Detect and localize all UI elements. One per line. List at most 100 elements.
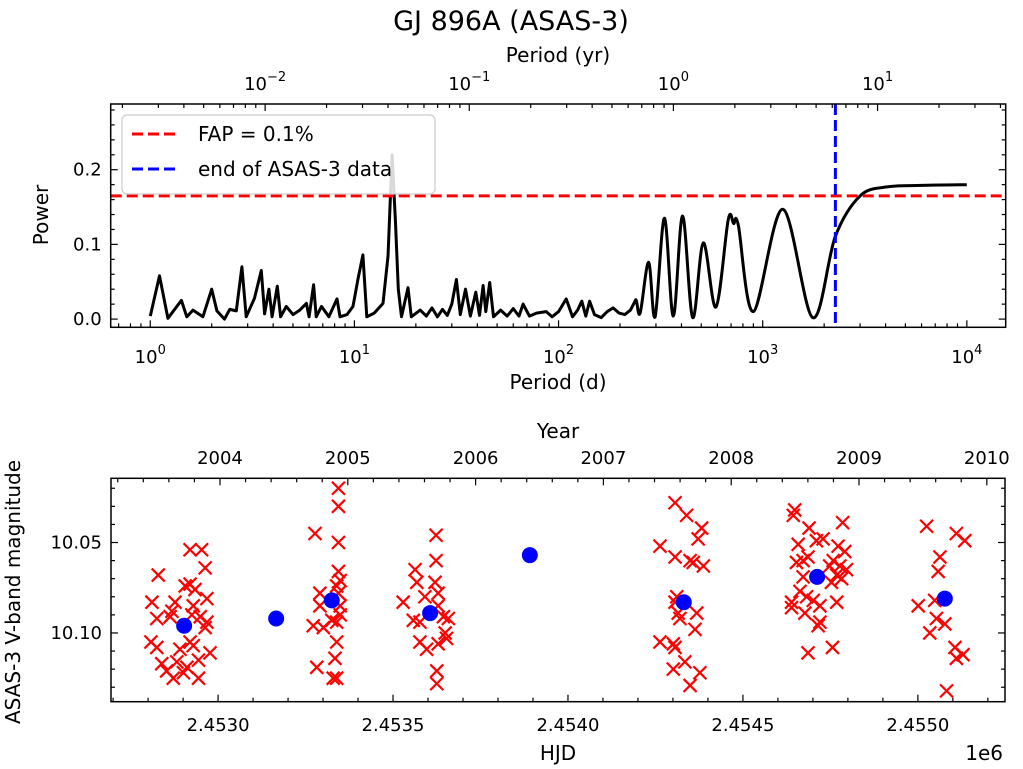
y-tick-label: 0.1: [73, 234, 102, 255]
x-marker: [166, 670, 181, 686]
x-marker: [429, 663, 445, 679]
x-tick-label: 104: [951, 343, 982, 368]
x-marker: [164, 603, 180, 619]
top-tick-label: 100: [658, 70, 689, 95]
x-marker: [929, 611, 944, 626]
x-marker: [144, 594, 160, 610]
top-axis-label: Year: [536, 419, 580, 443]
lightcurve-panel: Year HJD 1e6 ASAS-3 V-band magnitude 2.4…: [1, 419, 1010, 765]
x-axis-label: HJD: [540, 741, 576, 765]
x-tick-label: 2.4545: [711, 715, 774, 736]
x-marker: [809, 533, 824, 548]
x-tick-label: 2.4535: [362, 715, 425, 736]
x-marker: [910, 598, 926, 614]
x-marker: [329, 614, 344, 630]
x-marker: [939, 683, 954, 699]
x-marker: [801, 520, 817, 536]
x-marker: [150, 567, 166, 583]
x-marker: [930, 564, 946, 579]
x-marker: [795, 569, 811, 585]
x-marker: [331, 480, 346, 496]
x-marker: [652, 634, 668, 650]
x-marker: [787, 502, 802, 518]
periodogram-panel: Period (yr) Period (d) Power 100 101 102 10…: [29, 43, 1007, 394]
x-marker: [202, 645, 218, 661]
x-marker: [957, 533, 973, 548]
mean-marker: [422, 605, 439, 622]
x-marker: [799, 589, 814, 605]
x-marker: [169, 654, 185, 670]
x-marker: [331, 535, 346, 550]
top-tick-label: 10−1: [448, 70, 490, 95]
x-marker: [666, 661, 681, 677]
y-tick-label: 0.2: [73, 160, 102, 181]
x-marker: [667, 495, 683, 510]
x-marker: [812, 598, 828, 614]
x-marker: [309, 660, 325, 675]
x-marker: [812, 614, 828, 630]
x-marker: [834, 571, 849, 586]
x-marker: [149, 611, 165, 626]
x-marker: [672, 611, 688, 626]
x-marker: [797, 605, 813, 621]
x-marker: [825, 640, 840, 655]
x-marker: [312, 585, 328, 601]
x-marker: [682, 678, 698, 693]
y-axis-label: ASAS-3 V-band magnitude: [1, 460, 25, 724]
x-marker: [331, 564, 346, 579]
x-marker: [790, 537, 806, 552]
x-marker: [679, 508, 694, 523]
x-marker: [667, 640, 683, 655]
x-marker: [824, 575, 839, 590]
x-marker: [429, 676, 445, 691]
x-marker: [430, 585, 446, 601]
x-marker: [689, 605, 705, 621]
x-marker: [667, 549, 683, 565]
x-marker: [182, 542, 198, 558]
x-tick-label: 100: [135, 343, 166, 368]
top-tick-label: 2008: [708, 448, 754, 469]
x-marker: [182, 634, 198, 650]
x-marker: [329, 634, 344, 650]
top-axis-label: Period (yr): [506, 43, 610, 67]
x-marker: [325, 670, 341, 686]
x-marker: [199, 591, 215, 606]
x-tick-label: 2.4530: [187, 715, 250, 736]
x-marker: [932, 549, 948, 565]
x-tick-label: 101: [339, 343, 370, 368]
x-marker: [409, 575, 425, 590]
x-marker: [784, 594, 799, 610]
x-marker: [789, 555, 804, 570]
mean-marker: [936, 590, 953, 607]
x-marker: [436, 609, 451, 624]
top-tick-label: 2005: [325, 448, 371, 469]
mean-marker: [675, 594, 692, 611]
data-points: [143, 480, 973, 699]
axes-frame: [110, 477, 1006, 703]
x-marker: [417, 589, 433, 605]
x-marker: [666, 636, 681, 652]
x-marker: [430, 636, 446, 652]
x-marker: [687, 622, 703, 637]
x-marker: [327, 651, 343, 666]
x-marker: [179, 660, 195, 675]
x-marker: [835, 515, 850, 530]
x-marker: [692, 665, 708, 681]
legend-fap-label: FAP = 0.1%: [198, 122, 314, 146]
y-tick-label: 10.10: [50, 623, 102, 644]
periodogram-line: [148, 153, 967, 321]
x-marker: [407, 562, 423, 577]
x-offset-label: 1e6: [965, 741, 1003, 765]
x-marker: [677, 654, 693, 670]
x-marker: [949, 651, 964, 666]
x-axis-label: Period (d): [509, 370, 606, 394]
x-marker: [685, 555, 701, 570]
x-marker: [419, 641, 434, 657]
x-marker: [955, 647, 971, 662]
top-tick-label: 10−2: [244, 70, 286, 95]
top-tick-label: 2010: [964, 448, 1010, 469]
x-marker: [937, 616, 953, 632]
x-marker: [694, 520, 709, 536]
mean-marker: [268, 610, 285, 627]
x-marker: [149, 640, 165, 655]
